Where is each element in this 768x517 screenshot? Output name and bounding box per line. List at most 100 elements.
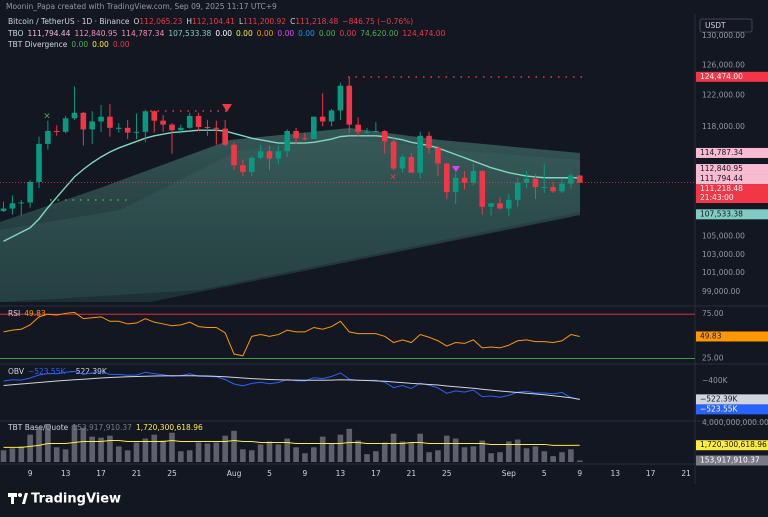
candle-body: [45, 131, 51, 144]
candle-body: [186, 115, 193, 128]
volume-bar: [204, 443, 211, 462]
ohlc-key: L: [239, 17, 244, 26]
price-label-box: [696, 404, 768, 415]
candle-body: [550, 187, 556, 192]
x-tick-label: 9: [303, 469, 308, 478]
candle-body: [319, 116, 326, 122]
candle-body: [222, 128, 228, 145]
price-label-box: [696, 147, 768, 158]
volume-bar: [27, 434, 33, 462]
price-label: 111,218.48: [700, 184, 743, 193]
volume-bar: [381, 442, 388, 462]
indicator-value: 0.00: [340, 29, 357, 38]
currency-button[interactable]: [699, 18, 753, 33]
price-label: 112,840.95: [700, 164, 743, 173]
candle-body: [107, 116, 113, 128]
volume-bar: [62, 449, 69, 462]
volume-bar: [151, 434, 158, 462]
candle-body: [497, 203, 503, 209]
indicator-value: 111,794.44: [28, 29, 71, 38]
volume-bar: [80, 427, 87, 462]
x-tick-label: 17: [646, 469, 656, 478]
volume-bar: [568, 449, 574, 462]
x-tick-label: Sep: [502, 469, 516, 478]
volume-bar: [311, 447, 317, 462]
indicator-name: TBO: [7, 29, 24, 38]
volume-bar: [9, 448, 16, 462]
candle-body: [523, 178, 530, 183]
candle-body: [266, 151, 273, 159]
price-label: −523.55K: [700, 404, 739, 413]
candle-body: [9, 203, 16, 209]
volume-bar: [53, 447, 60, 462]
pane-value: 153,917,910.37: [72, 423, 132, 432]
volume-bar: [443, 435, 450, 462]
volume-bar: [160, 440, 166, 462]
candle-body: [461, 177, 468, 183]
candle-body: [80, 112, 87, 130]
candle-body: [115, 127, 122, 129]
x-tick-label: 13: [336, 469, 346, 478]
candle-body: [275, 151, 282, 159]
candle-body: [36, 143, 42, 182]
x-tick-label: 21: [681, 469, 691, 478]
price-label-box: [696, 455, 768, 466]
candle-body: [248, 157, 255, 172]
candle-body: [213, 127, 220, 129]
indicator-value: 0.00: [71, 40, 88, 49]
candle-body: [169, 124, 175, 131]
x-tick-label: 21: [407, 469, 417, 478]
y-tick-label: 105,000.00: [702, 232, 745, 241]
y-tick-label: −400K: [702, 376, 729, 385]
indicator-line: [3, 311, 580, 357]
y-tick-label: 25.00: [702, 353, 724, 362]
candle-body: [417, 135, 423, 173]
candle-body: [204, 127, 211, 129]
change-value: −846.75 (−0.76%): [342, 17, 413, 26]
candle-body: [390, 141, 397, 169]
tbo-cloud: [0, 128, 580, 302]
price-label-box: [696, 184, 768, 204]
candle-body: [381, 131, 388, 142]
candle-body: [160, 120, 166, 125]
price-label-box: [696, 164, 768, 175]
volume-bar: [532, 446, 539, 462]
brand-name: TradingView: [31, 492, 121, 507]
volume-bar: [257, 444, 264, 462]
volume-bar: [284, 438, 291, 462]
volume-bar: [355, 440, 361, 462]
ohlc-key: H: [186, 17, 192, 26]
volume-bar: [506, 441, 512, 462]
indicator-value: 124,474.00: [402, 29, 445, 38]
candle-body: [532, 178, 539, 188]
price-label: −522.39K: [700, 394, 739, 403]
volume-bar: [293, 447, 299, 462]
volume-bar: [266, 441, 273, 462]
volume-bar: [98, 437, 104, 462]
volume-bar: [479, 440, 486, 462]
candle-body: [506, 199, 512, 209]
price-label: 107,533.38: [700, 209, 743, 218]
volume-bar: [488, 453, 494, 462]
candle-body: [373, 131, 379, 133]
symbol-name: Bitcoin / TetherUS · 1D · Binance: [8, 17, 130, 26]
pane-title: OBV: [8, 367, 25, 376]
candle-body: [27, 181, 33, 203]
indicator-value: 0.00: [277, 29, 294, 38]
volume-bar: [364, 454, 370, 462]
pane-value: −522.39K: [69, 367, 108, 376]
candle-body: [452, 177, 459, 193]
candle-body: [302, 138, 308, 140]
x-tick-label: 21: [132, 469, 142, 478]
ohlc-key: O: [134, 17, 140, 26]
price-label: 1,720,300,618.96: [700, 440, 767, 449]
x-tick-label: 9: [577, 469, 582, 478]
price-label-box: [696, 209, 768, 220]
candle-body: [435, 147, 441, 164]
y-tick-label: 101,000.00: [702, 268, 745, 277]
volume-bar: [399, 441, 406, 462]
candle-body: [346, 85, 353, 125]
y-tick-label: 4,000,000,000.00: [702, 418, 768, 427]
price-label-box: [696, 394, 768, 405]
x-tick-label: 5: [267, 469, 272, 478]
